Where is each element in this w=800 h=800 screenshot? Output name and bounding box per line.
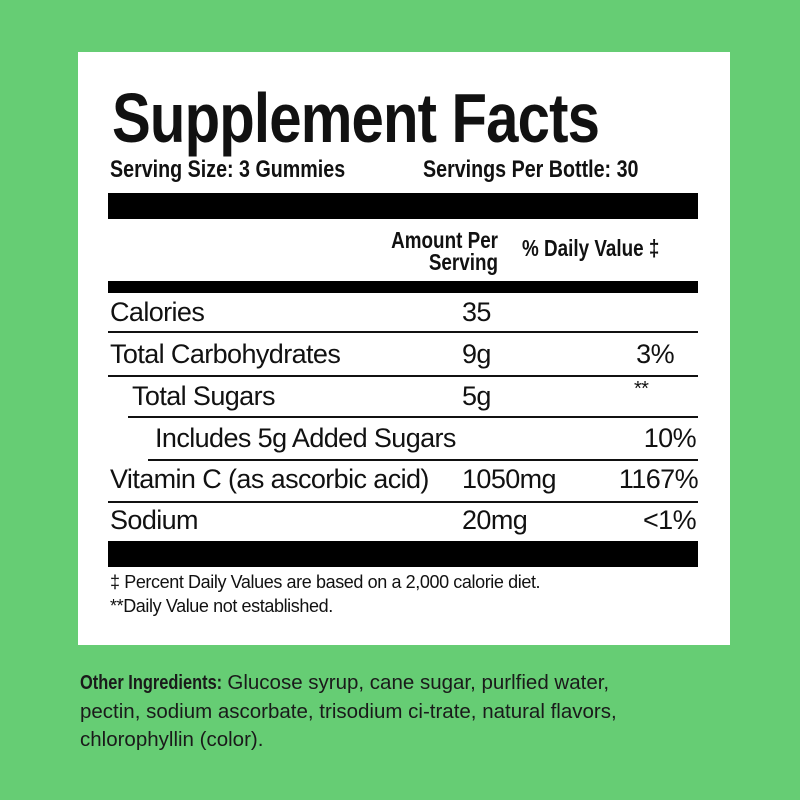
- row-divider: [108, 331, 698, 333]
- row-dv: 1167%: [618, 464, 699, 494]
- row-amount: 1050mg: [462, 464, 557, 494]
- ingredients-label: Other Ingredients:: [80, 671, 223, 694]
- ingredients-line2: pectin, sodium ascorbate, trisodium ci-t…: [80, 700, 617, 723]
- row-dv: <1%: [643, 505, 697, 535]
- ingredients-line1: Other Ingredients: Glucose syrup, cane s…: [80, 671, 609, 695]
- row-dv: 10%: [643, 423, 697, 453]
- row-dv: 3%: [636, 339, 674, 369]
- footnote-daily-value: ‡ Percent Daily Values are based on a 2,…: [110, 572, 541, 592]
- row-name: Vitamin C (as ascorbic acid): [110, 464, 429, 494]
- divider-bar: [108, 541, 698, 567]
- servings-per-bottle: Servings Per Bottle: 30: [423, 156, 639, 183]
- header-amount-line2: Serving: [428, 249, 499, 275]
- row-name: Total Sugars: [132, 381, 275, 411]
- ingredients-line3: chlorophyllin (color).: [80, 728, 264, 751]
- row-divider: [148, 459, 698, 461]
- label-title: Supplement Facts: [112, 79, 600, 157]
- ingredients-text: Glucose syrup, cane sugar, purlfied wate…: [227, 671, 610, 694]
- row-name: Total Carbohydrates: [110, 339, 341, 369]
- row-amount: 9g: [462, 339, 491, 369]
- divider-bar: [108, 281, 698, 293]
- row-name: Includes 5g Added Sugars: [155, 423, 456, 453]
- row-amount: 35: [462, 297, 491, 327]
- header-amount-line1: Amount Per: [391, 227, 499, 253]
- row-divider: [128, 416, 698, 418]
- row-dv: **: [634, 378, 649, 400]
- row-name: Calories: [110, 297, 205, 327]
- row-amount: 5g: [462, 381, 491, 411]
- header-daily-value: % Daily Value ‡: [522, 235, 660, 261]
- footnote-not-established: **Daily Value not established.: [110, 596, 333, 616]
- row-divider: [108, 375, 698, 377]
- header-amount-per-serving: Amount Per Serving: [366, 227, 499, 275]
- row-name: Sodium: [110, 505, 199, 535]
- divider-bar: [108, 193, 698, 219]
- row-amount: 20mg: [462, 505, 528, 535]
- row-divider: [108, 501, 698, 503]
- serving-size: Serving Size: 3 Gummies: [110, 156, 346, 183]
